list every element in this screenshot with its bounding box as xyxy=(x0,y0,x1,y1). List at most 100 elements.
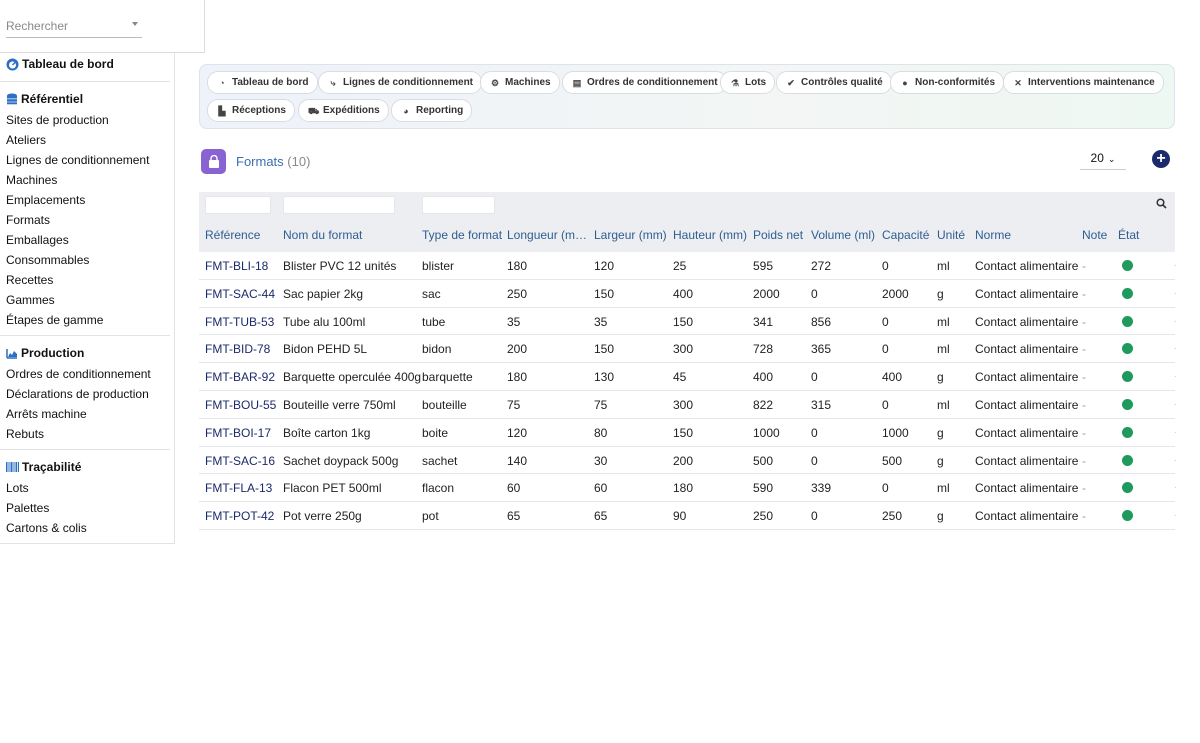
sidebar-item-emplacements[interactable]: Emplacements xyxy=(6,193,86,207)
column-header-largeur[interactable]: Largeur (mm) xyxy=(594,228,667,242)
column-header-longueur[interactable]: Longueur (m… xyxy=(507,228,588,242)
nav-button-non-conformites[interactable]: ● Non-conformités xyxy=(890,71,1004,94)
nav-button-expeditions[interactable]: ⛟ Expéditions xyxy=(298,99,389,122)
cell-capacite: 250 xyxy=(882,509,903,524)
nav-button-lignes[interactable]: ⤷ Lignes de conditionnement xyxy=(318,71,483,94)
cell-reference[interactable]: FMT-BOU-55 xyxy=(205,397,277,412)
sidebar-item-etapes[interactable]: Étapes de gamme xyxy=(6,313,104,327)
sidebar-item-lignes[interactable]: Lignes de conditionnement xyxy=(6,153,150,167)
sidebar-item-gammes[interactable]: Gammes xyxy=(6,293,55,307)
row-actions-icon[interactable]: · xyxy=(1173,510,1177,522)
table-row[interactable]: FMT-BOU-55 Bouteille verre 750ml bouteille… xyxy=(199,390,1177,419)
sidebar-item-arrets[interactable]: Arrêts machine xyxy=(6,407,87,421)
column-header-norme[interactable]: Norme xyxy=(975,228,1012,242)
row-actions-icon[interactable]: · xyxy=(1173,482,1177,494)
cell-reference[interactable]: FMT-BAR-92 xyxy=(205,370,276,385)
nav-button-machines[interactable]: ⚙ Machines xyxy=(480,71,560,94)
column-header-type[interactable]: Type de format xyxy=(422,228,503,242)
nav-button-reporting[interactable]: ◕ Reporting xyxy=(391,99,473,122)
add-button[interactable]: + xyxy=(1152,150,1170,168)
sidebar-item-ordres[interactable]: Ordres de conditionnement xyxy=(6,367,151,381)
row-actions-icon[interactable]: · xyxy=(1173,343,1177,355)
column-header-nom[interactable]: Nom du format xyxy=(283,228,363,242)
cell-capacite: 500 xyxy=(882,453,903,468)
page-size-select[interactable]: 20 ⌄ xyxy=(1080,150,1126,170)
table-row[interactable]: FMT-SAC-16 Sachet doypack 500g sachet 140 30… xyxy=(199,446,1177,475)
sidebar-home[interactable]: Tableau de bord xyxy=(6,57,114,71)
flask-icon: ⚗ xyxy=(730,77,740,88)
cell-type: blister xyxy=(422,259,455,273)
cell-reference[interactable]: FMT-SAC-16 xyxy=(205,453,276,468)
cell-longueur: 60 xyxy=(507,481,521,496)
column-header-unite[interactable]: Unité xyxy=(937,228,966,242)
table-row[interactable]: FMT-SAC-44 Sac papier 2kg sac 250 150 400 2000… xyxy=(199,279,1177,308)
search-input[interactable]: Rechercher xyxy=(6,18,142,38)
cell-type: sac xyxy=(422,286,441,301)
sidebar-section-production: Production xyxy=(6,346,84,360)
sidebar-item-formats[interactable]: Formats xyxy=(6,213,51,227)
filter-reference-input[interactable] xyxy=(205,196,271,214)
sidebar-home-label: Tableau de bord xyxy=(22,57,114,71)
nav-button-tableau-de-bord[interactable]: ◔ Tableau de bord xyxy=(207,71,318,94)
sidebar-item-sites[interactable]: Sites de production xyxy=(6,113,109,127)
cell-hauteur: 300 xyxy=(673,397,694,412)
status-dot xyxy=(1122,343,1133,355)
table-row[interactable]: FMT-FLA-13 Flacon PET 500ml flacon 60 60 180 5… xyxy=(199,474,1177,503)
filter-nom-input[interactable] xyxy=(283,196,395,214)
table-row[interactable]: FMT-BID-78 Bidon PEHD 5L bidon 200 150 300 728… xyxy=(199,335,1177,364)
cell-reference[interactable]: FMT-POT-42 xyxy=(205,509,275,524)
column-header-note[interactable]: Note xyxy=(1082,228,1108,242)
sidebar-item-emballages[interactable]: Emballages xyxy=(6,233,69,247)
cell-reference[interactable]: FMT-BLI-18 xyxy=(205,259,269,273)
cell-nom: Pot verre 250g xyxy=(283,509,362,524)
row-actions-icon[interactable]: · xyxy=(1173,260,1177,271)
column-header-poids[interactable]: Poids net xyxy=(753,228,804,242)
cell-largeur: 80 xyxy=(594,425,608,440)
sidebar-item-machines[interactable]: Machines xyxy=(6,173,58,187)
cell-reference[interactable]: FMT-BID-78 xyxy=(205,342,271,357)
nav-button-receptions[interactable]: ▙ Réceptions xyxy=(207,99,295,122)
row-actions-icon[interactable]: · xyxy=(1173,287,1177,299)
page-title-label: Formats xyxy=(236,154,284,169)
table-row[interactable]: FMT-BOI-17 Boîte carton 1kg boite 120 80 150 1… xyxy=(199,418,1177,447)
sidebar-section-referentiel: Référentiel xyxy=(6,92,83,106)
table-row[interactable]: FMT-BLI-18 Blister PVC 12 unités blister 18… xyxy=(199,252,1177,280)
column-header-hauteur[interactable]: Hauteur (mm) xyxy=(673,228,748,242)
table-row[interactable]: FMT-TUB-53 Tube alu 100ml tube 35 35 150 341 85… xyxy=(199,307,1177,336)
dropdown-caret-icon[interactable] xyxy=(132,22,138,26)
status-dot xyxy=(1122,426,1133,438)
nav-button-controles[interactable]: ✔ Contrôles qualité xyxy=(776,71,892,94)
sidebar-item-lots[interactable]: Lots xyxy=(6,481,29,495)
table-row[interactable]: FMT-POT-42 Pot verre 250g pot 65 65 90 250 0 250… xyxy=(199,502,1177,530)
nav-button-interventions[interactable]: ✕ Interventions maintenance xyxy=(1003,71,1164,94)
row-actions-icon[interactable]: · xyxy=(1173,454,1177,466)
sidebar-item-recettes[interactable]: Recettes xyxy=(6,273,54,287)
sidebar-item-cartons[interactable]: Cartons & colis xyxy=(6,521,87,535)
column-header-capacite[interactable]: Capacité xyxy=(882,228,930,242)
sidebar-item-palettes[interactable]: Palettes xyxy=(6,501,50,515)
column-header-volume[interactable]: Volume (ml) xyxy=(811,228,876,242)
sidebar-item-declarations[interactable]: Déclarations de production xyxy=(6,387,149,401)
nav-button-lots[interactable]: ⚗ Lots xyxy=(720,71,776,94)
cell-reference[interactable]: FMT-BOI-17 xyxy=(205,425,272,440)
nav-button-ordres[interactable]: ▤ Ordres de conditionnement xyxy=(562,71,727,94)
row-actions-icon[interactable]: · xyxy=(1173,398,1177,410)
cell-norme: Contact alimentaire xyxy=(975,425,1079,440)
table-row[interactable]: FMT-BAR-92 Barquette operculée 400g barque… xyxy=(199,363,1177,391)
cell-reference[interactable]: FMT-FLA-13 xyxy=(205,481,273,496)
column-header-reference[interactable]: Référence xyxy=(205,228,261,242)
cell-norme: Contact alimentaire xyxy=(975,397,1079,412)
cell-reference[interactable]: FMT-TUB-53 xyxy=(205,314,275,329)
cell-reference[interactable]: FMT-SAC-44 xyxy=(205,286,276,301)
sidebar-item-consommables[interactable]: Consommables xyxy=(6,253,90,267)
row-actions-icon[interactable]: · xyxy=(1173,426,1177,438)
column-header-etat[interactable]: État xyxy=(1118,228,1140,242)
search-icon[interactable] xyxy=(1156,198,1167,209)
cell-volume: 315 xyxy=(811,397,832,412)
nav-button-label: Contrôles qualité xyxy=(801,77,883,88)
row-actions-icon[interactable]: · xyxy=(1173,371,1177,383)
filter-type-input[interactable] xyxy=(422,196,495,214)
sidebar-item-ateliers[interactable]: Ateliers xyxy=(6,133,47,147)
row-actions-icon[interactable]: · xyxy=(1173,315,1177,327)
sidebar-item-rebuts[interactable]: Rebuts xyxy=(6,427,45,441)
